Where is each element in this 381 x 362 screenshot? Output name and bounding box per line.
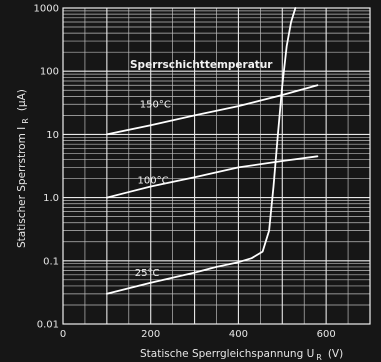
curve-25c — [106, 7, 297, 295]
x-tick-label: 0 — [60, 329, 66, 340]
tick-labels: 0.01 0.1 1.0 10 100 1000 0 200 400 600 — [34, 4, 336, 341]
x-axis-title-main: Statische Sperrgleichspannung U — [140, 348, 314, 360]
y-axis-title-main: Statischer Sperrstrom I — [16, 127, 28, 248]
x-axis-title: Statische Sperrgleichspannung U R (V) — [140, 348, 343, 362]
curve-150c — [106, 84, 319, 136]
curve-label-150c: 150°C — [140, 99, 171, 110]
y-axis-title: Statischer Sperrstrom I R (µA) — [16, 89, 30, 248]
y-axis-title-sub: R — [21, 118, 30, 124]
curve-label-25c: 25°C — [135, 268, 160, 279]
annotation-junction-temperature: Sperrschichttemperatur — [130, 59, 273, 71]
x-tick-label: 600 — [317, 329, 336, 340]
y-axis-title-unit: (µA) — [16, 89, 28, 111]
y-tick-label: 1000 — [34, 4, 59, 15]
curves: 150°C 100°C 25°C — [106, 7, 319, 295]
x-tick-label: 200 — [141, 329, 160, 340]
x-axis-title-unit: (V) — [328, 348, 343, 360]
y-tick-label: 100 — [40, 67, 59, 78]
curve-label-100c: 100°C — [138, 175, 169, 186]
curve-100c — [106, 155, 319, 199]
y-tick-label: 10 — [46, 130, 59, 141]
grid-minor — [63, 8, 370, 324]
x-axis-title-sub: R — [316, 353, 322, 362]
y-tick-label: 0.1 — [43, 256, 59, 267]
y-tick-label: 1.0 — [43, 193, 59, 204]
y-tick-label: 0.01 — [37, 320, 59, 331]
plot-frame — [62, 7, 371, 325]
x-tick-label: 400 — [229, 329, 248, 340]
